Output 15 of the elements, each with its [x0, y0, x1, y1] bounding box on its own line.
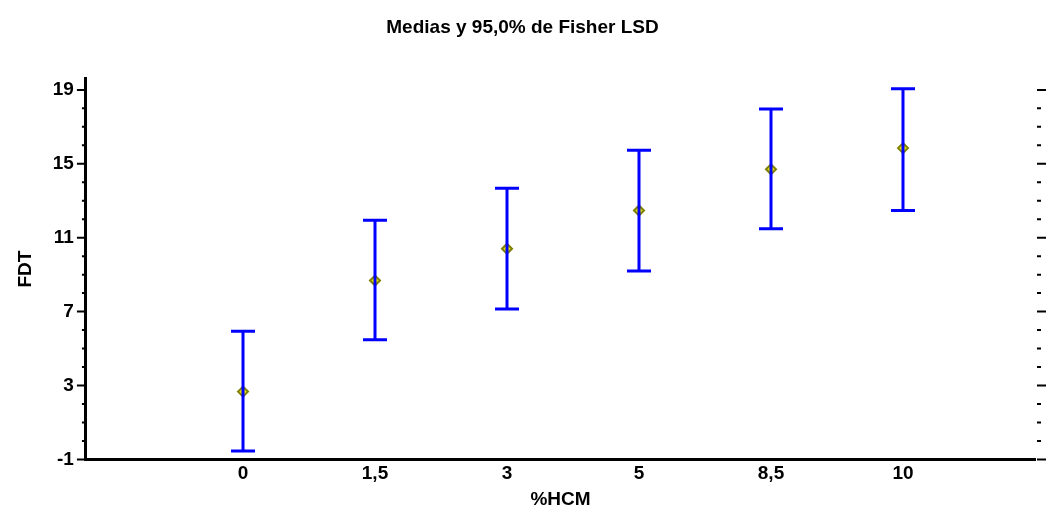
x-tick-label: 0	[237, 462, 249, 484]
x-tick-label: 3	[501, 462, 513, 484]
y-tick-label: 11	[53, 225, 75, 247]
y-tick-label: 3	[63, 373, 74, 395]
x-tick-label: 1,5	[361, 462, 389, 484]
y-tick-label: 15	[52, 152, 75, 174]
x-tick-label: 5	[633, 462, 645, 484]
y-axis-title: FDT	[13, 250, 35, 288]
y-tick-label: 19	[52, 78, 74, 100]
x-tick-label: 8,5	[757, 462, 785, 484]
x-tick-label: 10	[892, 462, 914, 484]
y-tick-label: -1	[57, 447, 75, 469]
x-axis-title: %HCM	[530, 487, 591, 509]
chart-title: Medias y 95,0% de Fisher LSD	[386, 15, 659, 37]
y-tick-label: 7	[63, 299, 74, 321]
